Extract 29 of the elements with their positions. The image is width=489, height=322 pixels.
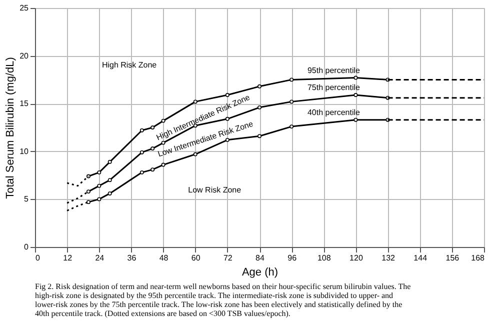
x-tick-label: 36 (127, 254, 137, 262)
series-label: 75th percentile (307, 82, 361, 92)
x-tick-label: 168 (471, 254, 486, 262)
series-label: 40th percentile (307, 108, 361, 117)
y-axis-title: Total Serum Bilirubin (mg/dL) (4, 57, 17, 199)
x-tick-label: 0 (36, 254, 40, 262)
x-tick-label: 60 (191, 254, 201, 262)
x-tick-label: 12 (63, 254, 73, 262)
series-label: 95th percentile (307, 66, 361, 75)
x-tick-label: 132 (382, 254, 396, 262)
x-axis-title: Age (h) (242, 266, 278, 278)
y-tick-label: 0 (24, 242, 30, 252)
y-tick-label: 15 (20, 99, 30, 108)
y-tick-label: 25 (20, 4, 30, 12)
caption: Fig 2. Risk designation of term and near-term well newborns based on their hour-specific serum bilirubin values. The high-risk zone is designated by the 95th percentile track. The intermediate-risk zone is subdivided to upper- and lower-risk zones by the 75th percentile track. The low-risk zone has been electively and statistically defined by the 40th percentile track. (Dotted extensions are based on <300 TSB values/epoch). (35, 282, 412, 318)
x-tick-label: 84 (256, 254, 265, 262)
y-tick-label: 20 (20, 51, 30, 60)
x-tick-label: 72 (223, 254, 233, 262)
x-tick-label: 96 (288, 254, 298, 262)
x-tick-label: 144 (414, 254, 428, 262)
y-tick-label: 10 (20, 146, 30, 156)
x-tick-label: 108 (317, 254, 332, 262)
x-tick-label: 156 (446, 254, 460, 262)
x-tick-label: 24 (95, 254, 105, 262)
x-tick-label: 120 (350, 254, 364, 262)
annotation: Low Risk Zone (188, 186, 242, 195)
x-tick-label: 48 (159, 254, 169, 262)
y-tick-label: 5 (24, 194, 30, 204)
annotation: High Risk Zone (102, 60, 158, 70)
